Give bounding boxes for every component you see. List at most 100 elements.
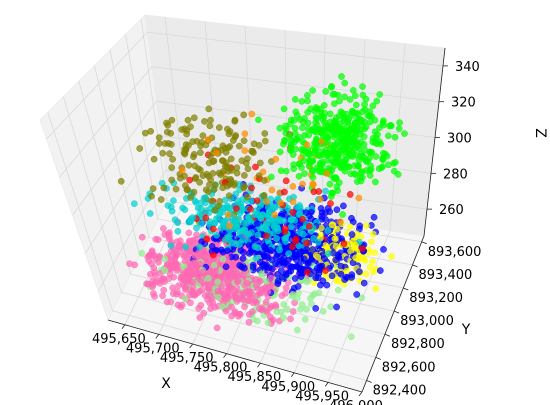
scatter-point	[395, 125, 403, 132]
scatter-point	[260, 192, 267, 200]
scatter-point	[332, 242, 340, 250]
scatter-point	[333, 151, 341, 158]
scatter-point	[182, 286, 189, 293]
scatter-point	[305, 149, 313, 156]
scatter-point	[317, 168, 324, 176]
scatter-point	[366, 154, 373, 162]
x-axis-label: X	[161, 376, 171, 392]
scatter-point	[278, 273, 286, 281]
scatter-point	[225, 144, 232, 152]
scatter-point	[189, 138, 197, 145]
scatter-point	[222, 263, 230, 271]
scatter-point	[348, 274, 355, 281]
scatter-point	[189, 279, 197, 286]
scatter-point	[210, 157, 218, 165]
scatter-point	[206, 299, 214, 307]
scatter-point	[390, 159, 397, 167]
grid-line	[109, 49, 150, 238]
scatter-point	[254, 317, 261, 325]
scatter-point	[244, 193, 251, 201]
scatter-point	[319, 308, 327, 315]
y-tick-label: 893,400	[419, 268, 473, 283]
scatter-point	[240, 137, 248, 145]
scatter-point	[191, 197, 199, 205]
scatter-point	[197, 166, 204, 174]
scatter-point	[182, 295, 189, 303]
x-tick-label: 496,000	[329, 399, 383, 405]
scatter-point	[249, 263, 257, 271]
scatter-point	[360, 279, 368, 287]
scatter-point	[253, 219, 261, 227]
scatter-point	[345, 163, 353, 170]
scatter-point	[164, 202, 172, 209]
scatter-point	[322, 146, 330, 154]
scatter-point	[245, 311, 253, 318]
x-tick-label: 495,900	[261, 380, 315, 395]
scatter-point	[354, 143, 361, 150]
scatter-point	[256, 305, 263, 313]
scatter-point	[252, 163, 259, 171]
scatter-point	[271, 211, 278, 219]
scatter-point	[311, 290, 318, 298]
scatter-point	[329, 91, 337, 98]
scatter-point	[322, 187, 329, 195]
scatter-point	[225, 192, 233, 200]
scatter-point	[341, 79, 349, 87]
scatter-point	[366, 108, 373, 115]
scatter-point	[314, 238, 322, 246]
scatter-point	[293, 251, 300, 259]
scatter-point	[207, 116, 214, 124]
scatter-point	[349, 237, 357, 245]
scatter-point	[313, 105, 321, 113]
scatter-point	[341, 167, 349, 175]
grid-line	[62, 96, 122, 293]
scatter-point	[299, 215, 306, 223]
scatter-point	[186, 176, 194, 184]
scatter-point	[300, 157, 308, 165]
x-tick-label: 495,950	[295, 389, 349, 404]
scatter-point	[318, 224, 325, 232]
grid-line	[284, 30, 289, 215]
scatter-point	[292, 237, 300, 245]
scatter-point	[185, 161, 193, 169]
scatter-point	[254, 291, 262, 299]
scatter-point	[240, 184, 248, 192]
scatter-point	[361, 146, 369, 154]
scatter-point	[187, 299, 194, 307]
scatter-point	[282, 238, 289, 245]
scatter-point	[235, 296, 243, 303]
scatter-point	[373, 97, 381, 105]
scatter-point	[160, 225, 167, 232]
scatter-point	[286, 146, 294, 154]
scatter-point	[167, 242, 175, 250]
scatter-point	[228, 303, 235, 311]
scatter-point	[269, 316, 277, 324]
scatter-point	[297, 305, 304, 313]
scatter-point	[165, 140, 172, 147]
scatter-point	[178, 166, 186, 174]
scatter-point	[197, 142, 204, 150]
grid-line	[147, 31, 444, 67]
scatter-point	[333, 225, 341, 233]
scatter-point	[182, 243, 189, 251]
scatter-point	[309, 174, 317, 181]
x-tick-mark	[223, 353, 227, 358]
scatter-point	[312, 305, 320, 312]
scatter-point	[117, 177, 125, 185]
scatter-point	[287, 216, 295, 224]
y-tick-mark	[421, 241, 427, 245]
scatter-point	[155, 134, 163, 141]
scatter-point	[352, 131, 359, 139]
scatter-point	[281, 224, 289, 232]
scatter-point	[149, 185, 157, 192]
scatter-point	[185, 229, 193, 237]
grid-line	[46, 31, 148, 140]
scatter-point	[187, 194, 194, 201]
scatter-point	[209, 170, 217, 177]
scatter-point	[195, 305, 202, 312]
scatter-point	[337, 135, 345, 143]
z-tick-label: 340	[455, 60, 480, 75]
scatter-point	[346, 223, 354, 231]
scatter-point	[305, 131, 313, 139]
scatter-point	[280, 301, 288, 308]
